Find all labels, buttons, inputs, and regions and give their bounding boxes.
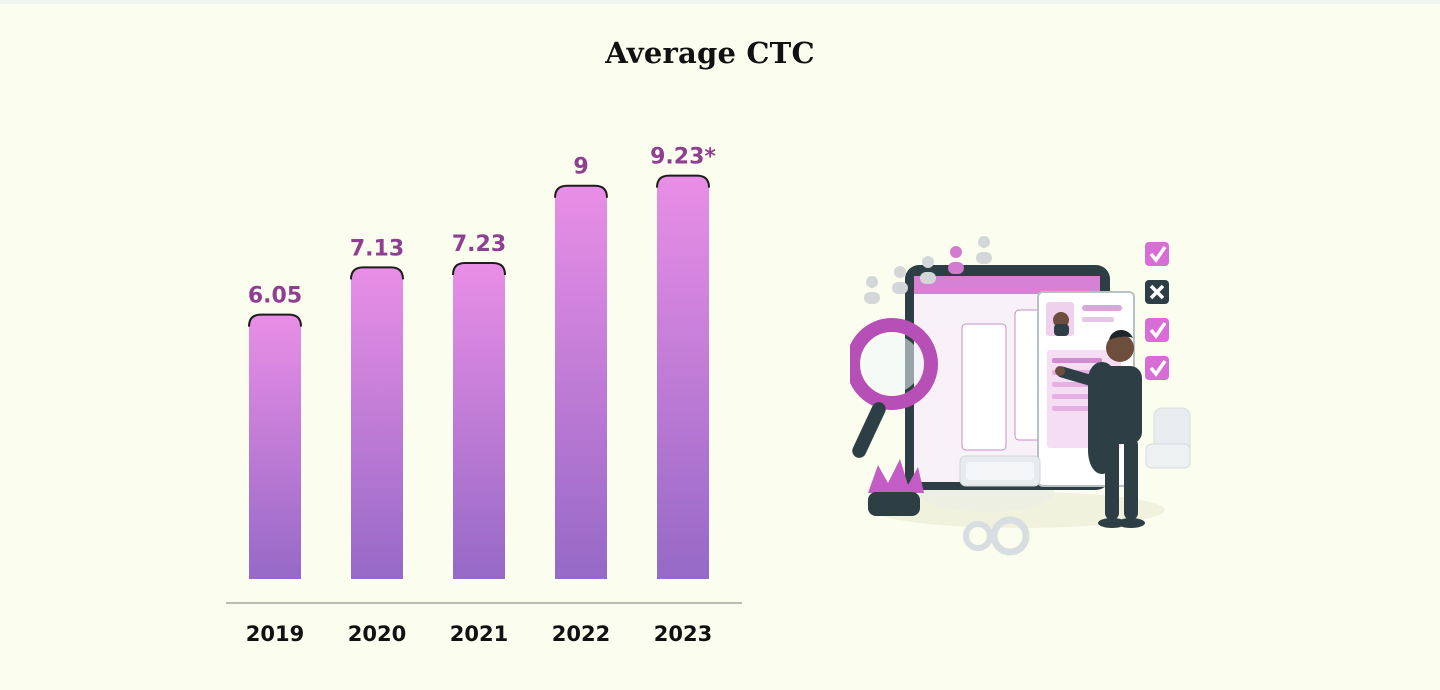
bars-layer: [248, 174, 710, 580]
labels-layer: 6.05 2019 7.13 2020 7.23 2021 9 2022 9.23* 2023: [246, 145, 717, 646]
bar-top-edge-2020: [350, 266, 404, 280]
top-strip: [0, 0, 1440, 4]
bar-top-edge-2022: [554, 184, 608, 198]
tick-label-2020: 2020: [348, 622, 406, 646]
data-label-2023: 9.23*: [650, 145, 716, 170]
tick-label-2023: 2023: [654, 622, 712, 646]
bar-2019: [249, 314, 301, 579]
bar-chart: 6.05 2019 7.13 2020 7.23 2021 9 2022 9.23* 2023: [226, 145, 742, 646]
data-label-2022: 9: [573, 155, 588, 180]
data-label-2020: 7.13: [350, 236, 404, 261]
bar-top-edge-2021: [452, 262, 506, 276]
recruiter-reviewing-profiles-illustration: [850, 236, 1191, 556]
data-label-2019: 6.05: [248, 284, 302, 309]
bar-2022: [555, 185, 607, 579]
tick-label-2021: 2021: [450, 622, 508, 646]
chart-title: Average CTC: [605, 36, 815, 70]
tick-label-2019: 2019: [246, 622, 304, 646]
data-label-2021: 7.23: [452, 232, 506, 257]
bar-top-edge-2023: [656, 174, 710, 188]
bar-top-edge-2019: [248, 313, 302, 327]
bar-2020: [351, 267, 403, 579]
tick-label-2022: 2022: [552, 622, 610, 646]
bar-2023: [657, 175, 709, 580]
bar-2021: [453, 263, 505, 579]
